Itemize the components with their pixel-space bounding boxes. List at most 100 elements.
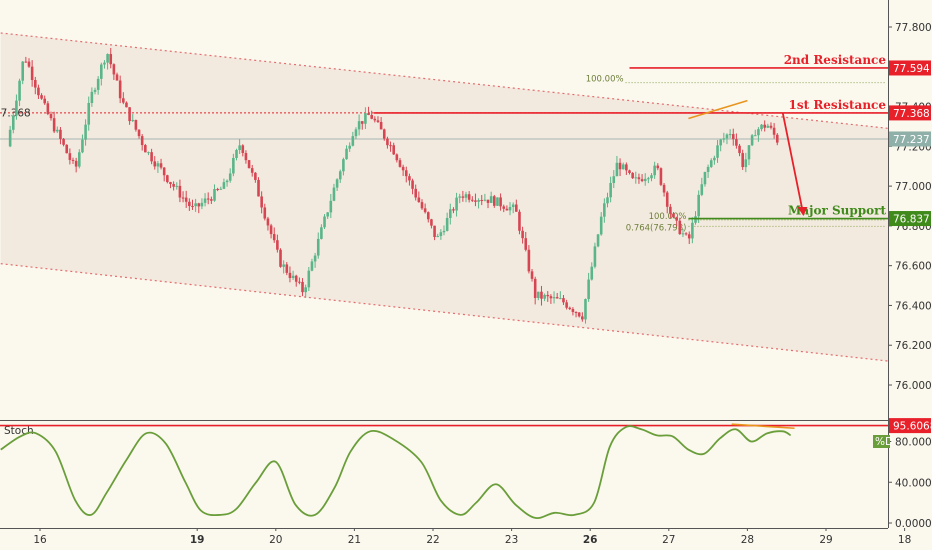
candle-bearish [684,233,688,235]
candle-bullish [232,157,235,174]
candle-bearish [404,170,408,177]
candle-bullish [235,150,238,158]
candle-bearish [414,188,418,198]
candle-bearish [574,312,578,314]
candle-bearish [144,145,147,153]
candle-bearish [533,278,537,298]
candle-bullish [634,177,638,179]
candle-bullish [15,100,18,116]
candle-bullish [316,238,320,256]
price-tag-current: 77.237 [893,134,930,146]
candle-bearish [474,200,477,202]
right-axis-area [888,0,932,550]
candle-bearish [549,296,553,299]
candle-bullish [681,233,685,235]
candle-bearish [540,291,543,299]
candle-bullish [559,298,562,300]
candle-bearish [417,197,421,203]
candle-bullish [323,216,326,228]
candle-bullish [706,166,710,172]
candle-bearish [401,166,405,171]
candle-bearish [210,199,213,201]
candle-bullish [753,135,757,137]
candle-bearish [505,208,509,211]
candle-bullish [757,129,760,136]
candle-bearish [166,175,169,183]
candle-bearish [546,294,550,297]
candle-bearish [395,154,399,161]
candle-bearish [71,159,75,161]
candle-bearish [150,152,153,162]
candle-bullish [147,152,150,154]
candle-bearish [272,234,276,241]
candle-bullish [313,255,317,262]
candle-bullish [725,134,729,139]
resistance2-label: 2nd Resistance [784,53,887,67]
candle-bullish [213,188,216,201]
candle-bullish [351,136,355,146]
candle-bearish [125,102,128,108]
candle-bearish [527,249,531,272]
candle-bearish [254,172,257,180]
candle-bullish [606,197,609,204]
candle-bullish [84,124,87,140]
stoch-y-tick-label: 80.0000 [895,437,932,449]
stoch-level-tag: 95.6068 [893,421,932,433]
candle-bearish [269,225,273,235]
candle-bearish [430,219,433,226]
candle-bullish [307,270,311,288]
candle-bearish [675,217,678,221]
price-tag-resistance1-bg [889,105,931,121]
candle-bearish [285,264,289,273]
candle-bullish [291,275,295,279]
candle-bearish [263,207,267,219]
candle-bearish [521,230,524,239]
candle-bullish [175,185,179,187]
x-tick-label: 26 [583,534,598,546]
candle-bearish [486,199,490,203]
candle-bearish [515,204,518,212]
candle-bullish [93,89,97,92]
candle-bearish [279,249,282,267]
candle-bearish [244,153,248,161]
y-tick-label: 77.000 [895,181,932,193]
candle-bullish [332,187,336,201]
candle-bearish [112,64,116,75]
candle-bullish [700,184,704,195]
candle-bearish [524,238,528,250]
candle-bullish [320,227,323,239]
candle-bearish [65,144,69,154]
candle-bearish [115,74,119,81]
candle-bullish [744,159,748,168]
candle-bearish [480,200,484,202]
stoch-d-tag: %D [875,436,893,448]
candle-bullish [552,297,556,299]
candle-bullish [310,261,314,271]
stoch-y-tick-label: 0.0000 [895,518,932,530]
candle-bearish [411,180,414,189]
candle-bearish [392,145,395,155]
candle-bearish [625,164,628,171]
candle-bullish [225,180,229,183]
candle-bullish [8,129,12,147]
fib-level-label: 100.00% [649,212,687,222]
candle-bearish [461,196,465,198]
candle-bullish [593,246,597,267]
candle-bearish [62,138,65,145]
x-tick-label: 21 [348,534,361,546]
candle-bearish [169,182,172,184]
candle-bearish [502,206,506,209]
candle-bearish [433,225,436,237]
candle-bullish [537,291,540,298]
candle-bullish [436,236,440,238]
y-tick-label: 76.000 [895,380,932,392]
candle-bullish [709,160,713,167]
candle-bearish [678,220,682,235]
stoch-panel [0,422,888,527]
support-label: Major Support [788,204,886,218]
candle-bullish [728,134,732,136]
candle-bearish [197,203,201,207]
candle-bearish [370,115,373,119]
candle-bearish [731,134,735,140]
candle-bullish [587,279,590,300]
